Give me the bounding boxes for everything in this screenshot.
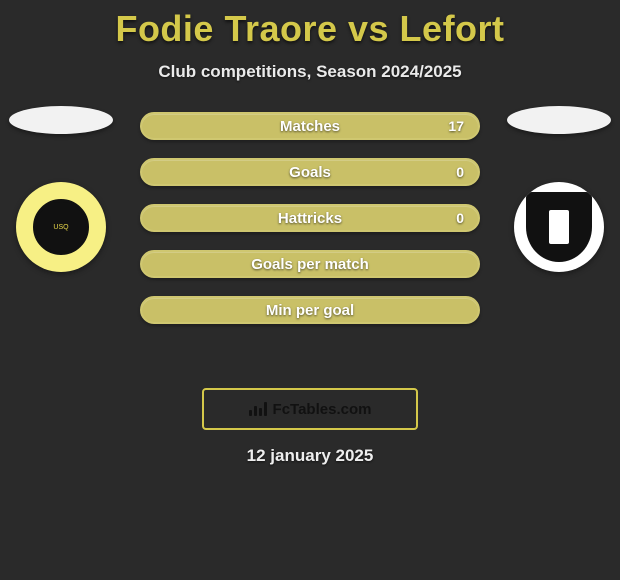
player-left-slot: USQ	[6, 106, 116, 272]
stat-value-right: 0	[456, 210, 464, 226]
player-left-avatar-placeholder	[9, 106, 113, 134]
bar-chart-icon	[249, 402, 267, 416]
stat-label: Min per goal	[266, 302, 354, 319]
brand-text: FcTables.com	[273, 401, 372, 418]
subtitle: Club competitions, Season 2024/2025	[0, 62, 620, 82]
club-crest-icon	[526, 192, 592, 262]
stat-value-right: 17	[448, 118, 464, 134]
player-right-slot	[504, 106, 614, 272]
club-crest-icon: USQ	[33, 199, 89, 255]
stat-label: Matches	[280, 118, 340, 135]
stat-label: Goals per match	[251, 256, 369, 273]
comparison-stage: USQ Matches 17 Goals 0 Hattricks 0 Goals…	[0, 112, 620, 372]
brand-box[interactable]: FcTables.com	[202, 388, 418, 430]
stat-row-goals: Goals 0	[140, 158, 480, 186]
player-left-club-badge: USQ	[16, 182, 106, 272]
stat-row-matches: Matches 17	[140, 112, 480, 140]
stat-row-hattricks: Hattricks 0	[140, 204, 480, 232]
player-right-club-badge	[514, 182, 604, 272]
stat-bars: Matches 17 Goals 0 Hattricks 0 Goals per…	[140, 112, 480, 324]
stat-value-right: 0	[456, 164, 464, 180]
stat-row-min-per-goal: Min per goal	[140, 296, 480, 324]
stat-row-goals-per-match: Goals per match	[140, 250, 480, 278]
page-title: Fodie Traore vs Lefort	[0, 0, 620, 50]
player-right-avatar-placeholder	[507, 106, 611, 134]
stat-label: Hattricks	[278, 210, 342, 227]
date-text: 12 january 2025	[0, 446, 620, 466]
stat-label: Goals	[289, 164, 331, 181]
